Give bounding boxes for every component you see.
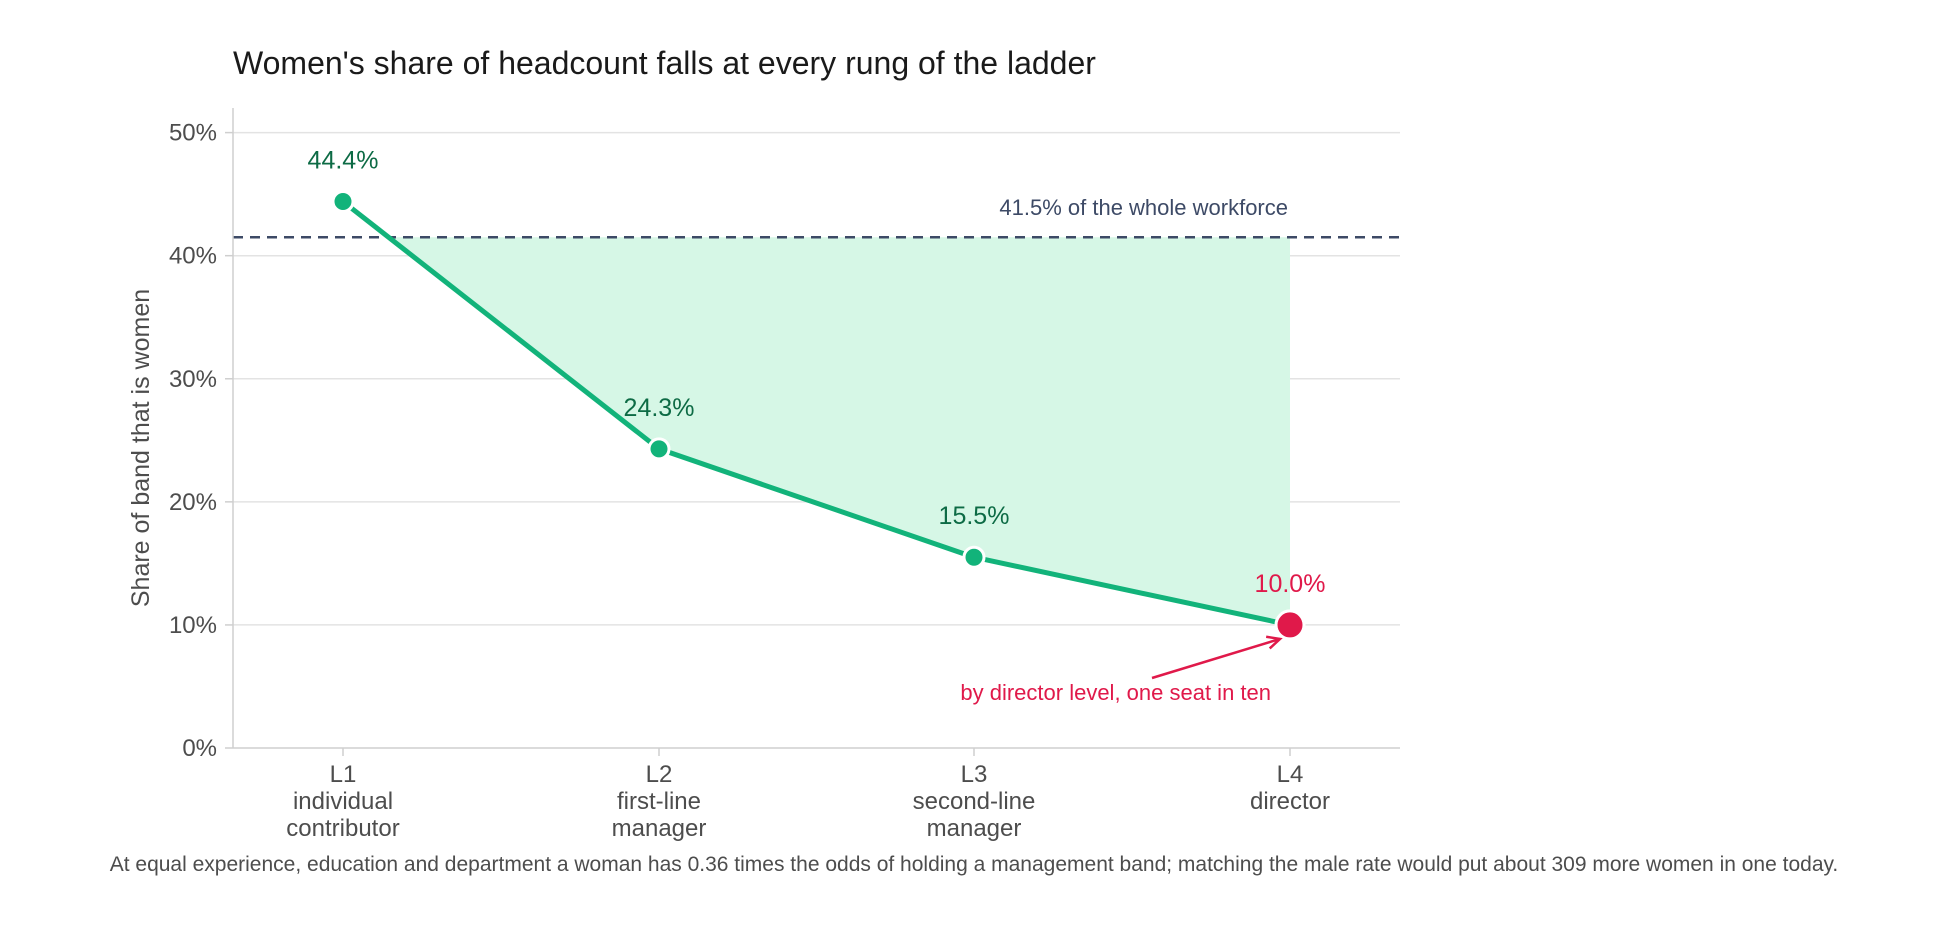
y-tick-label-0: 0%: [182, 735, 217, 762]
x-tick-code-L1: L1: [330, 761, 357, 788]
x-tick-code-L2: L2: [646, 761, 673, 788]
y-tick-label-10: 10%: [169, 612, 217, 639]
x-tick-desc1-L1: individual: [293, 788, 393, 815]
y-axis-label: Share of band that is women: [127, 289, 155, 607]
x-tick-desc1-L2: first-line: [617, 788, 701, 815]
annotation-text: by director level, one seat in ten: [960, 680, 1271, 705]
x-tick-labels: L1individualcontributorL2first-linemanag…: [286, 748, 1330, 842]
y-tick-label-20: 20%: [169, 489, 217, 516]
axes: [232, 108, 1400, 749]
x-tick-desc2-L3: manager: [927, 815, 1022, 842]
data-label-L4: 10.0%: [1255, 570, 1326, 598]
data-label-L1: 44.4%: [308, 147, 379, 175]
x-tick-desc2-L2: manager: [612, 815, 707, 842]
y-tick-label-30: 30%: [169, 366, 217, 393]
data-labels: 44.4% 24.3% 15.5% 10.0%: [308, 147, 1326, 598]
gap-area: [388, 237, 1290, 625]
data-point-L1: [331, 190, 355, 214]
footnote: At equal experience, education and depar…: [110, 853, 1839, 876]
x-tick-desc2-L1: contributor: [286, 815, 399, 842]
y-tick-label-50: 50%: [169, 120, 217, 147]
data-label-L3: 15.5%: [939, 502, 1010, 530]
data-point-L3: [962, 545, 986, 569]
annotation-arrowhead: [1265, 635, 1283, 650]
y-tick-labels: 0% 10% 20% 30% 40% 50%: [169, 120, 217, 762]
x-tick-desc1-L4: director: [1250, 788, 1330, 815]
x-tick-code-L3: L3: [961, 761, 988, 788]
chart-title: Women's share of headcount falls at ever…: [233, 45, 1096, 81]
data-point-L4: [1274, 609, 1306, 641]
x-tick-code-L4: L4: [1277, 761, 1304, 788]
annotation: by director level, one seat in ten: [960, 635, 1283, 705]
annotation-arrow: [1151, 637, 1281, 680]
y-tick-label-40: 40%: [169, 243, 217, 270]
data-label-L2: 24.3%: [624, 394, 695, 422]
data-points: [331, 190, 1306, 641]
data-point-L2: [647, 437, 671, 461]
x-tick-desc1-L3: second-line: [913, 788, 1036, 815]
series-line: [341, 199, 1291, 628]
workforce-reference-label: 41.5% of the whole workforce: [999, 195, 1288, 220]
